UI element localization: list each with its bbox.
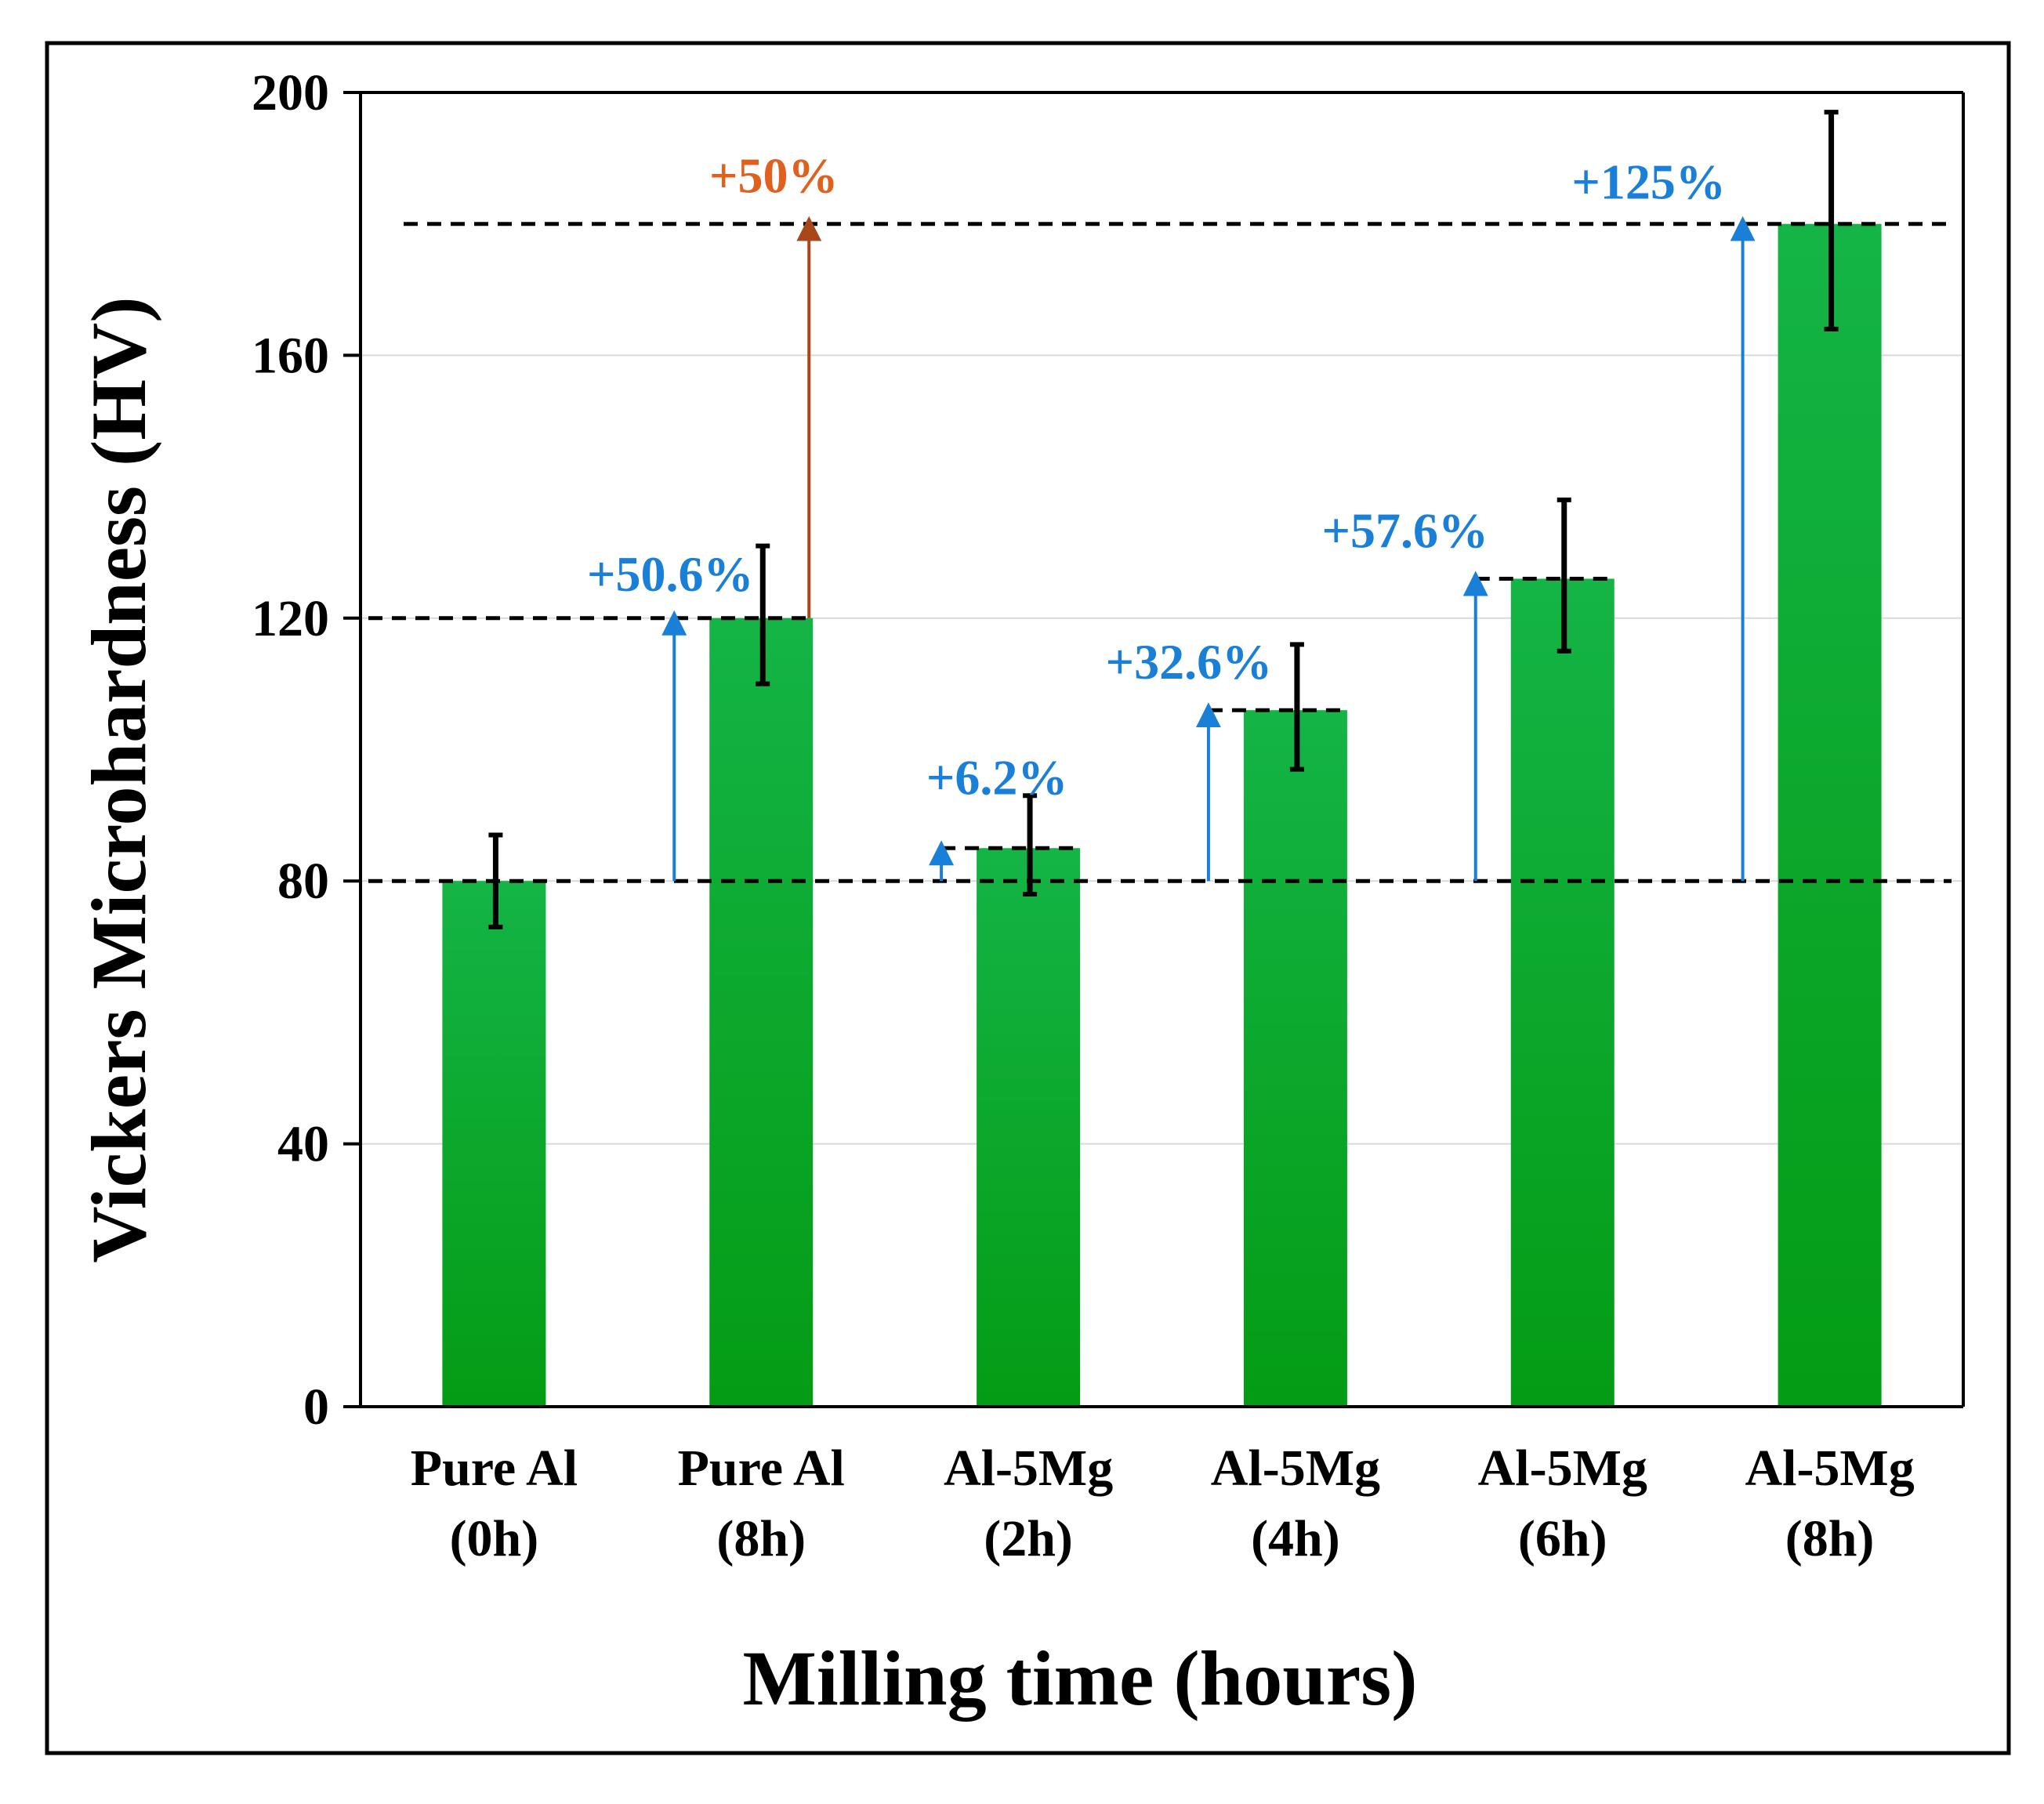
percent-increase-label: +50% <box>709 148 838 204</box>
bar <box>442 881 546 1407</box>
y-tick-label: 160 <box>252 327 329 384</box>
bar <box>1243 710 1347 1407</box>
category-label-line1: Al-5Mg <box>1745 1440 1914 1497</box>
category-label-line1: Pure Al <box>678 1440 845 1497</box>
x-axis-title: Milling time (hours) <box>742 1635 1417 1722</box>
bar <box>977 848 1081 1407</box>
category-label-line1: Al-5Mg <box>944 1440 1113 1497</box>
y-tick-label: 40 <box>277 1116 329 1173</box>
category-label-line2: (0h) <box>450 1510 539 1567</box>
category-label-line2: (8h) <box>1785 1510 1875 1567</box>
category-label-line1: Al-5Mg <box>1211 1440 1380 1497</box>
percent-increase-label: +50.6% <box>587 546 753 602</box>
bar <box>1510 578 1615 1407</box>
y-tick-labels: 0 40 80 120 160 200 <box>252 64 329 1436</box>
reference-lines <box>368 222 1952 883</box>
bar <box>709 618 814 1407</box>
y-tick-label: 200 <box>252 64 329 121</box>
y-tick-label: 0 <box>303 1378 329 1436</box>
category-label-line2: (8h) <box>716 1510 806 1567</box>
annotation-arrows <box>661 216 1756 882</box>
y-axis-title: Vickers Microhardness (HV) <box>75 296 162 1262</box>
percent-increase-label: +125% <box>1571 154 1725 210</box>
percent-increase-label: +57.6% <box>1322 502 1488 558</box>
category-label-line1: Al-5Mg <box>1478 1440 1647 1497</box>
category-label-line2: (4h) <box>1251 1510 1340 1567</box>
error-bars <box>488 110 1839 929</box>
bars-layer <box>442 223 1882 1407</box>
grid-layer <box>361 354 1963 1145</box>
y-tick-label: 80 <box>277 853 329 910</box>
y-tick-label: 120 <box>252 590 329 647</box>
outer-frame <box>45 41 2011 1755</box>
annotation-labels: +50.6% +50% +6.2% +32.6% +57.6% +125% <box>587 148 1726 806</box>
x-category-labels: Pure Al (0h) Pure Al (8h) Al-5Mg (2h) Al-5Mg (4… <box>411 1440 1915 1567</box>
percent-increase-label: +6.2% <box>926 750 1067 806</box>
percent-increase-label: +32.6% <box>1106 634 1272 690</box>
category-label-line1: Pure Al <box>411 1440 578 1497</box>
category-label-line2: (6h) <box>1518 1510 1607 1567</box>
axes <box>343 91 1965 1408</box>
category-label-line2: (2h) <box>984 1510 1073 1567</box>
bar <box>1778 223 1882 1407</box>
